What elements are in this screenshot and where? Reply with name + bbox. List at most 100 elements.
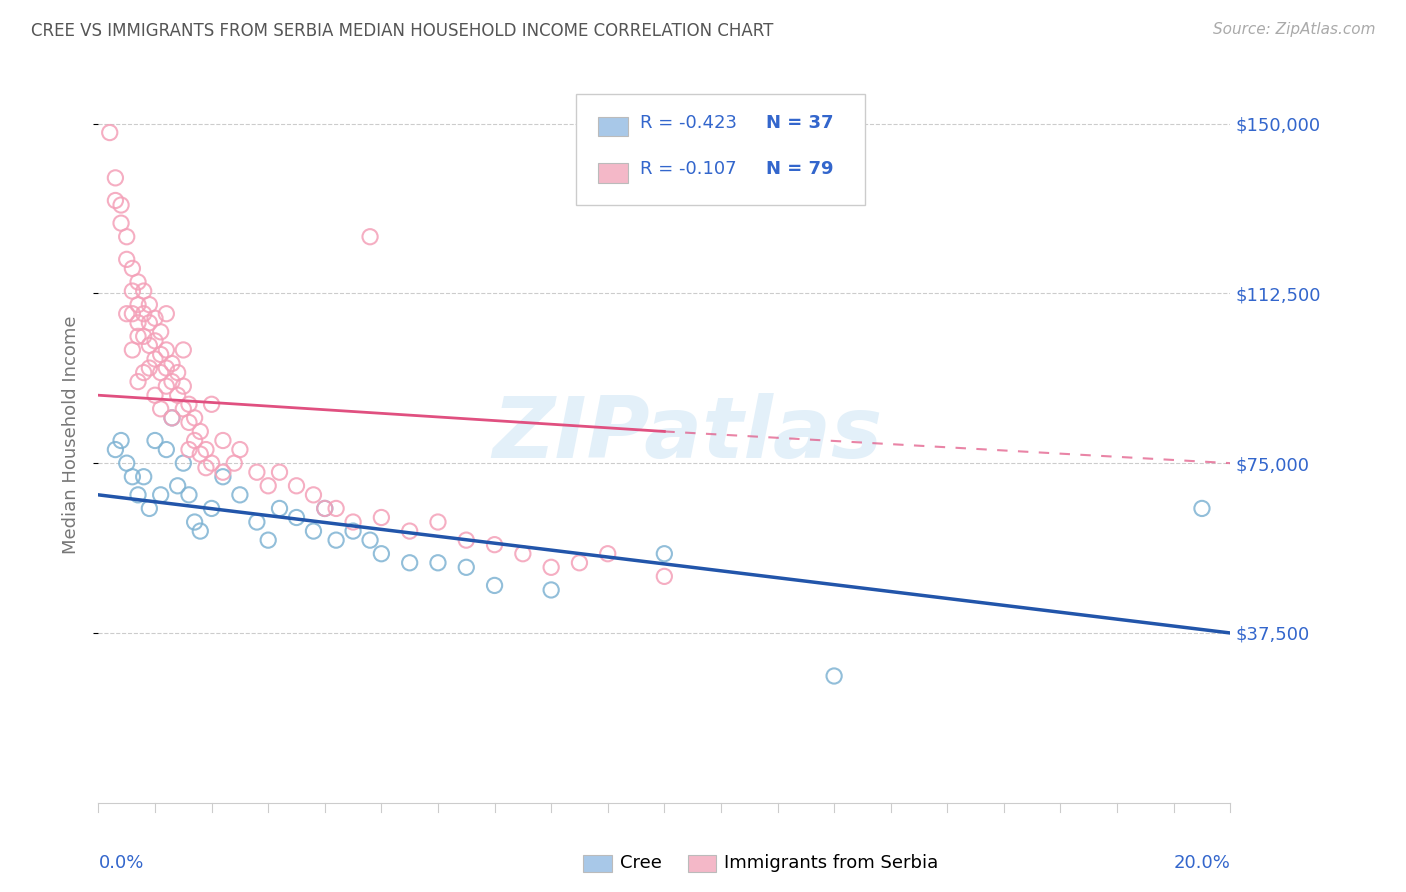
Point [132, 469, 155, 483]
Point [160, 410, 183, 425]
Text: CREE VS IMMIGRANTS FROM SERBIA MEDIAN HOUSEHOLD INCOME CORRELATION CHART: CREE VS IMMIGRANTS FROM SERBIA MEDIAN HO… [31, 22, 773, 40]
Point [155, 343, 177, 357]
Point [177, 488, 200, 502]
Point [149, 488, 172, 502]
Point [314, 501, 336, 516]
Point [143, 334, 166, 348]
Point [652, 547, 676, 561]
Point [484, 578, 506, 592]
Point [104, 442, 127, 457]
Point [188, 425, 211, 439]
Text: 0.0%: 0.0% [98, 855, 143, 872]
Point [484, 538, 506, 552]
Point [427, 515, 450, 529]
Point [138, 361, 160, 376]
Point [127, 316, 149, 330]
Point [183, 434, 205, 448]
Point [110, 434, 132, 448]
Point [325, 533, 347, 548]
Point [229, 488, 252, 502]
Point [183, 515, 205, 529]
Point [359, 229, 381, 244]
Point [269, 501, 291, 516]
Point [138, 316, 160, 330]
Text: Source: ZipAtlas.com: Source: ZipAtlas.com [1212, 22, 1375, 37]
Point [201, 501, 224, 516]
Point [104, 170, 127, 185]
Point [456, 560, 478, 574]
Point [246, 515, 269, 529]
Point [194, 442, 217, 457]
Point [172, 379, 194, 393]
Point [285, 479, 308, 493]
Point [823, 669, 845, 683]
Point [257, 533, 280, 548]
Point [149, 401, 172, 416]
Text: N = 79: N = 79 [766, 161, 834, 178]
Point [188, 447, 211, 461]
Point [302, 488, 325, 502]
Point [246, 465, 269, 479]
Point [155, 442, 177, 457]
Point [540, 582, 562, 597]
Point [115, 229, 138, 244]
Point [212, 469, 235, 483]
Point [110, 198, 132, 212]
Text: ZIPatlas: ZIPatlas [492, 393, 882, 476]
Point [314, 501, 336, 516]
Point [568, 556, 591, 570]
Point [456, 533, 478, 548]
Point [398, 524, 420, 538]
Point [143, 311, 166, 326]
Point [132, 284, 155, 298]
Point [398, 556, 420, 570]
Point [177, 442, 200, 457]
Point [370, 547, 392, 561]
Text: R = -0.107: R = -0.107 [640, 161, 737, 178]
Text: Immigrants from Serbia: Immigrants from Serbia [724, 855, 938, 872]
Point [342, 515, 364, 529]
Point [285, 510, 308, 524]
Point [138, 501, 160, 516]
Point [160, 410, 183, 425]
Point [257, 479, 280, 493]
Text: R = -0.423: R = -0.423 [640, 114, 737, 132]
Point [127, 329, 149, 343]
Point [201, 456, 224, 470]
Point [160, 375, 183, 389]
Point [132, 307, 155, 321]
Point [155, 307, 177, 321]
Point [155, 379, 177, 393]
Text: 20.0%: 20.0% [1174, 855, 1230, 872]
Point [127, 298, 149, 312]
Point [596, 547, 619, 561]
Point [224, 456, 246, 470]
Point [540, 560, 562, 574]
Point [143, 434, 166, 448]
Point [183, 410, 205, 425]
Point [121, 261, 143, 276]
Point [121, 343, 143, 357]
Point [166, 388, 188, 402]
Point [149, 325, 172, 339]
Point [127, 275, 149, 289]
Point [172, 401, 194, 416]
Point [370, 510, 392, 524]
Point [121, 469, 143, 483]
Point [132, 329, 155, 343]
Point [512, 547, 534, 561]
Point [172, 456, 194, 470]
Point [212, 465, 235, 479]
Point [194, 460, 217, 475]
Y-axis label: Median Household Income: Median Household Income [62, 316, 80, 554]
Point [138, 298, 160, 312]
Point [302, 524, 325, 538]
Point [229, 442, 252, 457]
Point [143, 351, 166, 366]
Point [98, 126, 121, 140]
Point [149, 366, 172, 380]
Point [104, 194, 127, 208]
Point [143, 388, 166, 402]
Point [127, 488, 149, 502]
Point [188, 524, 211, 538]
